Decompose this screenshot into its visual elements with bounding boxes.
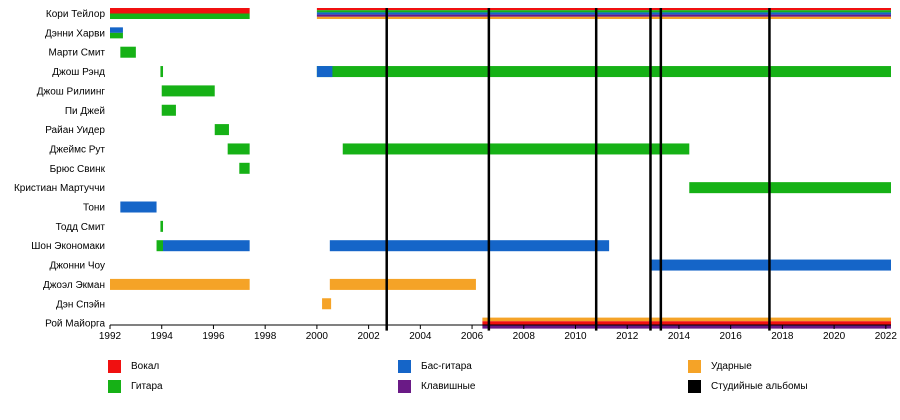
member-name: Дэнни Харви bbox=[45, 28, 105, 39]
member-stint-drums bbox=[482, 317, 891, 322]
album-line bbox=[649, 8, 652, 331]
member-stint-bass bbox=[329, 240, 610, 252]
member-stint-guitar bbox=[689, 182, 891, 194]
member-stint-guitar bbox=[227, 143, 250, 155]
member-name: Джош Рэнд bbox=[52, 67, 105, 78]
member-name: Джеймс Рут bbox=[49, 144, 105, 155]
member-name: Брюс Свинк bbox=[50, 164, 106, 175]
member-stint-drums bbox=[322, 298, 332, 310]
member-name: Джош Рилиинг bbox=[37, 86, 106, 97]
x-tick-label: 1996 bbox=[202, 331, 225, 342]
member-name: Кристиан Мартуччи bbox=[14, 183, 105, 194]
member-stint-guitar bbox=[316, 10, 891, 13]
member-name: Кори Тейлор bbox=[46, 9, 106, 20]
member-name: Райан Уидер bbox=[45, 125, 105, 136]
album-lines bbox=[385, 8, 771, 331]
x-tick-label: 2018 bbox=[771, 331, 794, 342]
member-stint-vocal bbox=[316, 8, 891, 11]
x-tick-label: 1998 bbox=[254, 331, 277, 342]
x-tick-label: 2008 bbox=[513, 331, 536, 342]
x-tick-label: 1992 bbox=[99, 331, 122, 342]
member-stint-guitar bbox=[120, 46, 136, 58]
member-stint-bass bbox=[650, 259, 891, 271]
album-line bbox=[594, 8, 598, 331]
member-stint-guitar bbox=[316, 66, 891, 78]
member-stint-keys bbox=[482, 324, 891, 329]
album-line bbox=[659, 8, 663, 331]
member-stint-drums bbox=[110, 278, 250, 290]
member-stint-bass bbox=[316, 66, 333, 78]
member-stint-bass bbox=[120, 201, 157, 213]
x-tick-label: 1994 bbox=[151, 331, 174, 342]
member-name: Тони bbox=[83, 203, 105, 214]
member-stint-guitar bbox=[160, 220, 164, 232]
x-axis: 1992 1994 1996 1998 2000 2002 2004 2006 2008 2010… bbox=[99, 324, 898, 342]
timeline-bars bbox=[110, 8, 891, 329]
x-tick-label: 2004 bbox=[409, 331, 432, 342]
member-stint-vocal bbox=[110, 8, 250, 14]
x-tick-label: 2020 bbox=[823, 331, 846, 342]
member-stint-guitar bbox=[160, 66, 164, 78]
x-tick-label: 2022 bbox=[875, 331, 898, 342]
member-stint-guitar bbox=[342, 143, 690, 155]
member-stint-guitar bbox=[110, 13, 250, 20]
member-stint-guitar bbox=[110, 32, 123, 39]
member-name: Дэн Спэйн bbox=[56, 299, 105, 310]
album-line bbox=[385, 8, 388, 331]
x-tick-label: 2012 bbox=[616, 331, 639, 342]
member-stint-guitar bbox=[161, 85, 215, 97]
member-stint-guitar bbox=[239, 162, 250, 174]
album-line bbox=[487, 8, 491, 331]
member-stint-bass bbox=[110, 27, 123, 33]
album-line bbox=[768, 8, 771, 331]
member-stint-guitar bbox=[156, 240, 164, 252]
member-stint-keys bbox=[316, 14, 891, 17]
member-name: Тодд Смит bbox=[56, 222, 106, 233]
x-tick-label: 2014 bbox=[668, 331, 691, 342]
member-name: Марти Смит bbox=[48, 48, 105, 59]
x-tick-label: 2006 bbox=[461, 331, 484, 342]
member-stint-guitar bbox=[161, 104, 176, 116]
member-stint-drums bbox=[329, 278, 476, 290]
member-stint-drums bbox=[316, 16, 891, 20]
member-name: Джоэл Экман bbox=[43, 280, 105, 291]
x-tick-label: 2010 bbox=[564, 331, 587, 342]
member-name: Пи Джей bbox=[65, 106, 105, 117]
member-stint-bass bbox=[316, 12, 891, 15]
member-names: Кори Тейлор Дэнни Харви Марти Смит Джош Рэн… bbox=[14, 9, 106, 330]
x-tick-label: 2000 bbox=[306, 331, 329, 342]
member-name: Джонни Чоу bbox=[49, 261, 105, 272]
member-name: Рой Майорга bbox=[45, 319, 105, 330]
member-stint-vocal bbox=[482, 321, 891, 325]
member-stint-guitar bbox=[214, 124, 229, 136]
member-stint-bass bbox=[163, 240, 250, 252]
member-name: Шон Экономаки bbox=[31, 241, 105, 252]
x-tick-label: 2002 bbox=[357, 331, 380, 342]
x-tick-label: 2016 bbox=[720, 331, 743, 342]
